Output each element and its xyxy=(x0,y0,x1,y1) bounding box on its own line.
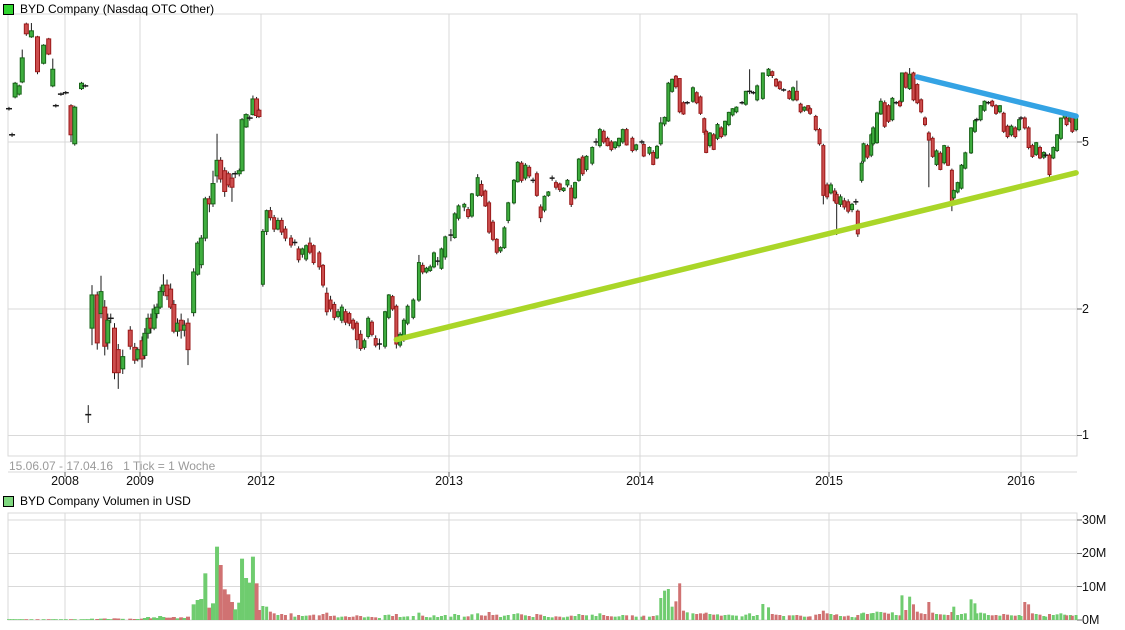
price-chart-legend: BYD Company (Nasdaq OTC Other) xyxy=(3,2,214,16)
series-legend-icon xyxy=(3,3,14,15)
price-tick-2: 2 xyxy=(1082,302,1089,316)
date-range: 15.06.07 - 17.04.16 xyxy=(9,459,114,473)
year-tick-2016: 2016 xyxy=(1007,474,1035,488)
price-tick-1: 1 xyxy=(1082,428,1089,442)
volume-tick-10m: 10M xyxy=(1082,580,1107,594)
year-tick-2012: 2012 xyxy=(247,474,275,488)
price-tick-5: 5 xyxy=(1082,135,1089,149)
volume-tick-0m: 0M xyxy=(1082,613,1100,627)
volume-chart-legend: BYD Company Volumen in USD xyxy=(3,494,191,508)
year-tick-2008: 2008 xyxy=(51,474,79,488)
date-range-caption: 15.06.07 - 17.04.16 1 Tick = 1 Woche xyxy=(9,459,215,473)
year-tick-2015: 2015 xyxy=(815,474,843,488)
volume-legend-icon xyxy=(3,495,14,507)
year-tick-2013: 2013 xyxy=(435,474,463,488)
chart-title: BYD Company (Nasdaq OTC Other) xyxy=(20,2,215,16)
volume-tick-20m: 20M xyxy=(1082,546,1107,560)
year-tick-2009: 2009 xyxy=(126,474,154,488)
tick-interval: 1 Tick = 1 Woche xyxy=(123,459,216,473)
year-tick-2014: 2014 xyxy=(626,474,654,488)
volume-chart-title: BYD Company Volumen in USD xyxy=(20,494,191,508)
volume-tick-30m: 30M xyxy=(1082,513,1107,527)
